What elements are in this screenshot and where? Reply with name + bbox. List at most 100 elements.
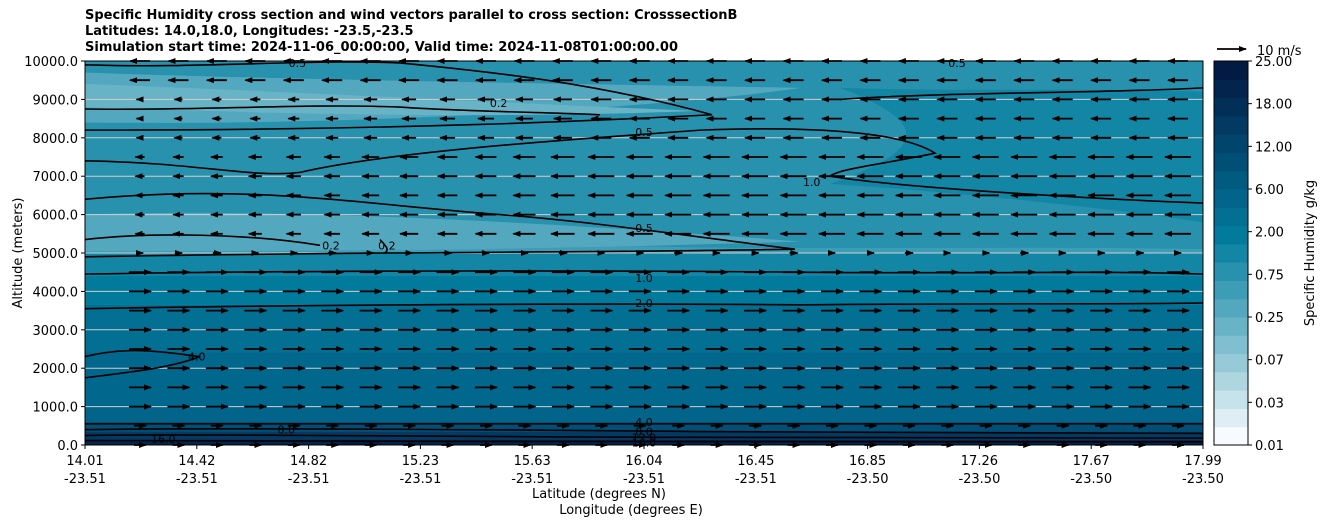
x-tick-label-lon: -23.50 xyxy=(1182,472,1224,487)
contour-label: 16.0 xyxy=(632,436,657,449)
x-tick-label-lat: 17.67 xyxy=(1073,454,1110,469)
x-tick-label-lat: 15.63 xyxy=(514,454,551,469)
x-axis-label-lon: Longitude (degrees E) xyxy=(559,503,703,518)
contour-line xyxy=(84,192,796,258)
contour-line xyxy=(84,61,713,131)
colorbar-tick-label: 0.75 xyxy=(1255,268,1284,283)
contour-line xyxy=(84,128,1204,204)
field-layer-2400 xyxy=(85,352,1203,407)
colorbar-segment xyxy=(1214,262,1248,281)
x-tick-label-lat: 17.99 xyxy=(1184,454,1221,469)
field-layer-4400 xyxy=(85,253,1203,277)
x-tick-label-lat: 14.01 xyxy=(66,454,103,469)
colorbar-segment xyxy=(1214,97,1248,117)
y-tick-label: 1000.0 xyxy=(33,401,79,416)
y-tick-label: 6000.0 xyxy=(33,209,79,224)
colorbar-segment xyxy=(1214,189,1248,208)
contour-label: 2.0 xyxy=(635,297,653,310)
contour-label: 12.0 xyxy=(632,431,657,444)
y-tick-label: 8000.0 xyxy=(33,132,79,147)
quiver-key: 10 m/s xyxy=(1217,44,1302,59)
y-axis-label: Altitude (meters) xyxy=(11,198,26,309)
colorbar-tick-label: 0.07 xyxy=(1255,354,1284,369)
contour-labels: 0.5 0.50.20.51.00.2 0.20.51.02.04.08.016.0… xyxy=(151,57,966,449)
contour-label: 0.2 xyxy=(490,97,508,110)
y-tick-label: 2000.0 xyxy=(33,362,79,377)
colorbar-segment xyxy=(1214,353,1248,373)
x-tick-label-lat: 17.26 xyxy=(961,454,998,469)
y-tick-label: 3000.0 xyxy=(33,324,79,339)
colorbar-frame xyxy=(1213,60,1249,446)
contour-label: 0.2 xyxy=(322,239,340,252)
x-tick-label-lon: -23.50 xyxy=(958,472,1000,487)
x-tick-label-lon: -23.51 xyxy=(623,472,665,487)
field-layer-150 xyxy=(85,431,1203,440)
x-tick-label-lon: -23.50 xyxy=(847,472,889,487)
x-tick-label-lon: -23.51 xyxy=(64,472,106,487)
wind-vectors xyxy=(129,58,1191,448)
axes: 0.0 1000.0 2000.0 3000.0 4000.0 5000.0 6000.0 7… xyxy=(11,55,1224,518)
colorbar-tick-label: 2.00 xyxy=(1255,226,1284,241)
contour-line xyxy=(84,434,1204,439)
chart-title-line-2: Latitudes: 14.0,18.0, Longitudes: -23.5,… xyxy=(85,24,414,39)
contour-label: 8.0 xyxy=(635,426,653,439)
y-tick-label: 10000.0 xyxy=(24,55,78,70)
colorbar-tick-label: 0.03 xyxy=(1255,396,1284,411)
colorbar-segment xyxy=(1214,408,1248,428)
colorbar-segment xyxy=(1214,207,1248,227)
colorbar-segment xyxy=(1214,371,1248,391)
contour-label: 16.0 xyxy=(151,433,176,446)
contour-line xyxy=(84,439,1204,443)
x-axis-label-lat: Latitude (degrees N) xyxy=(532,487,666,502)
colorbar-segment xyxy=(1214,134,1248,153)
colorbar-segment xyxy=(1214,225,1248,245)
colorbar-tick-label: 25.00 xyxy=(1255,55,1292,70)
contour-label: 0.2 xyxy=(378,239,396,252)
contour-line xyxy=(84,105,601,116)
contour-line xyxy=(839,87,1204,101)
colorbar-segment xyxy=(1214,335,1248,355)
colorbar: 0.01 0.03 0.07 0.25 0.75 2.00 6.00 12.00 18.00 25… xyxy=(1213,55,1318,454)
colorbar-segment xyxy=(1214,317,1248,336)
colorbar-tick-label: 18.00 xyxy=(1255,98,1292,113)
x-tick-label-lat: 16.45 xyxy=(737,454,774,469)
contour-label: 4.0 xyxy=(188,351,206,364)
colorbar-segment xyxy=(1214,390,1248,409)
chart-title-line-3: Simulation start time: 2024-11-06_00:00:… xyxy=(85,40,678,55)
x-tick-label-lon: -23.51 xyxy=(288,472,330,487)
contour-line xyxy=(379,239,388,254)
field-layer-600 xyxy=(85,406,1203,422)
colorbar-segment xyxy=(1214,426,1248,446)
contour-label: 8.0 xyxy=(277,424,295,437)
colorbar-segment xyxy=(1214,280,1248,300)
contour-label: 1.0 xyxy=(803,176,821,189)
contour-line xyxy=(84,302,1204,310)
colorbar-segment xyxy=(1214,152,1248,172)
colorbar-tick-label: 12.00 xyxy=(1255,140,1292,155)
colorbar-tick-label: 0.01 xyxy=(1255,439,1284,454)
chart-title-line-1: Specific Humidity cross section and wind… xyxy=(85,8,738,23)
x-tick-label-lon: -23.50 xyxy=(1070,472,1112,487)
contour-line xyxy=(84,234,321,247)
x-tick-label-lon: -23.51 xyxy=(176,472,218,487)
contour-label: 0.5 xyxy=(635,126,653,139)
contour-label: 0.5 xyxy=(635,222,653,235)
colorbar-label: Specific Humidity g/kg xyxy=(1303,180,1318,326)
colorbar-segment xyxy=(1214,61,1248,80)
x-tick-label-lat: 15.23 xyxy=(402,454,439,469)
x-tick-label-lon: -23.51 xyxy=(735,472,777,487)
colorbar-tick-label: 0.25 xyxy=(1255,311,1284,326)
contour-line xyxy=(84,428,1204,435)
colorbar-segment xyxy=(1214,298,1248,318)
quiver-key-label: 10 m/s xyxy=(1257,44,1302,59)
x-tick-label-lon: -23.51 xyxy=(511,472,553,487)
x-tick-label-lat: 16.85 xyxy=(849,454,886,469)
x-tick-label-lat: 14.42 xyxy=(178,454,215,469)
x-tick-label-lon: -23.51 xyxy=(399,472,441,487)
contour-label: 0.5 xyxy=(289,57,307,70)
x-tick-label-lat: 14.82 xyxy=(290,454,327,469)
colorbar-segment xyxy=(1214,243,1248,263)
colorbar-segment xyxy=(1214,79,1248,99)
y-tick-label: 9000.0 xyxy=(33,93,79,108)
